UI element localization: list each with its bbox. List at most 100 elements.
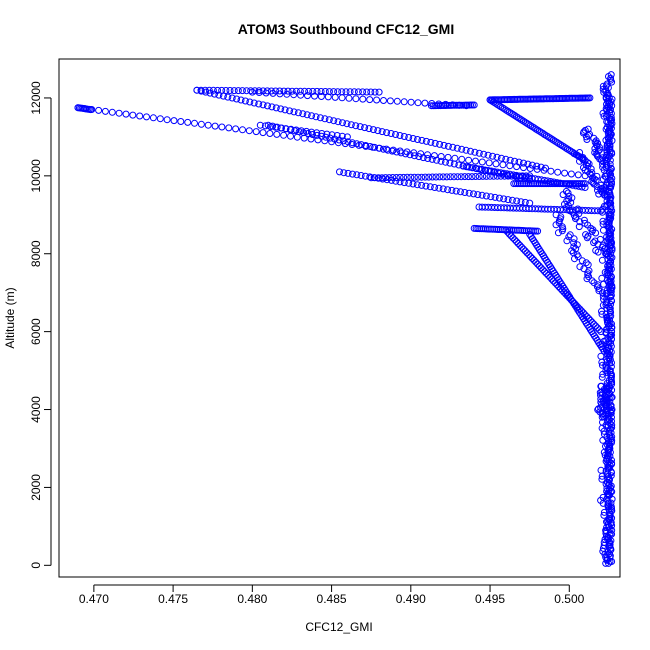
y-tick-label: 6000	[29, 318, 43, 345]
data-point	[552, 211, 560, 219]
data-point	[464, 173, 472, 181]
data-point	[599, 109, 607, 117]
data-point	[389, 174, 397, 181]
data-point	[402, 150, 410, 158]
data-point	[606, 557, 614, 565]
data-point	[487, 193, 495, 201]
data-point	[608, 507, 616, 515]
data-point	[428, 155, 436, 163]
data-point	[568, 247, 576, 255]
data-point	[321, 115, 329, 123]
data-point	[472, 173, 480, 180]
data-point	[325, 116, 333, 124]
data-point	[426, 183, 434, 191]
data-point	[115, 109, 123, 117]
data-point	[468, 173, 476, 181]
data-point	[605, 522, 613, 530]
data-point	[170, 117, 178, 125]
data-point	[606, 491, 614, 499]
data-point	[241, 97, 249, 105]
data-point	[576, 157, 583, 165]
data-point	[601, 392, 609, 400]
data-point	[544, 271, 552, 279]
data-point	[311, 92, 318, 100]
data-point	[573, 151, 581, 159]
data-point	[601, 245, 608, 253]
data-point	[295, 128, 303, 136]
data-point	[606, 308, 614, 316]
data-point	[607, 258, 615, 265]
data-point	[507, 232, 515, 240]
data-point	[605, 219, 613, 227]
data-point	[606, 265, 614, 273]
data-point	[599, 160, 606, 168]
data-point	[230, 87, 238, 95]
data-point	[353, 171, 361, 179]
data-point	[314, 136, 322, 144]
data-point	[605, 187, 613, 195]
data-point	[197, 87, 205, 95]
data-point	[607, 261, 615, 269]
data-point	[156, 115, 164, 123]
data-point	[435, 184, 443, 192]
data-point	[607, 273, 615, 281]
data-point	[607, 110, 615, 117]
data-point	[607, 230, 615, 238]
data-point	[184, 118, 192, 126]
data-point	[346, 88, 354, 96]
data-point	[520, 245, 527, 253]
data-point	[607, 98, 615, 106]
data-point	[592, 229, 600, 237]
data-point	[528, 255, 536, 262]
data-point	[297, 91, 305, 99]
data-point	[523, 119, 531, 127]
data-point	[239, 126, 246, 134]
data-point	[606, 141, 614, 149]
data-point	[608, 433, 616, 441]
data-point	[393, 148, 401, 156]
data-point	[608, 417, 615, 425]
data-point	[608, 335, 615, 343]
data-point	[533, 162, 541, 170]
data-point	[574, 205, 582, 213]
data-point	[606, 351, 614, 359]
data-point	[224, 93, 232, 101]
data-point	[605, 542, 613, 550]
data-point	[437, 153, 445, 160]
data-point	[149, 114, 157, 122]
data-point	[594, 240, 602, 248]
data-point	[233, 95, 241, 103]
data-point	[607, 203, 615, 211]
data-point	[578, 257, 586, 265]
data-point	[458, 145, 466, 153]
data-point	[443, 173, 451, 181]
data-point	[245, 127, 253, 135]
data-point	[300, 129, 308, 137]
data-point	[400, 173, 408, 181]
data-point	[499, 161, 507, 169]
data-point	[601, 400, 609, 408]
data-point	[554, 168, 562, 176]
data-point	[581, 180, 589, 188]
data-point	[304, 130, 312, 137]
data-point	[248, 88, 256, 96]
data-point	[560, 143, 568, 151]
data-point	[382, 174, 390, 182]
data-point	[601, 191, 608, 199]
data-point	[331, 93, 339, 101]
data-point	[557, 141, 564, 149]
data-point	[596, 143, 603, 151]
data-point	[606, 476, 613, 484]
data-point	[525, 121, 533, 128]
data-point	[570, 211, 578, 219]
data-point	[607, 297, 615, 304]
data-point	[598, 475, 606, 483]
x-tick-label: 0.475	[158, 592, 188, 606]
y-tick-label: 8000	[29, 240, 43, 267]
data-point	[605, 223, 612, 231]
data-point	[405, 134, 413, 141]
data-point	[428, 173, 436, 181]
data-point	[553, 138, 561, 146]
data-point	[539, 266, 547, 274]
data-point	[400, 98, 408, 106]
